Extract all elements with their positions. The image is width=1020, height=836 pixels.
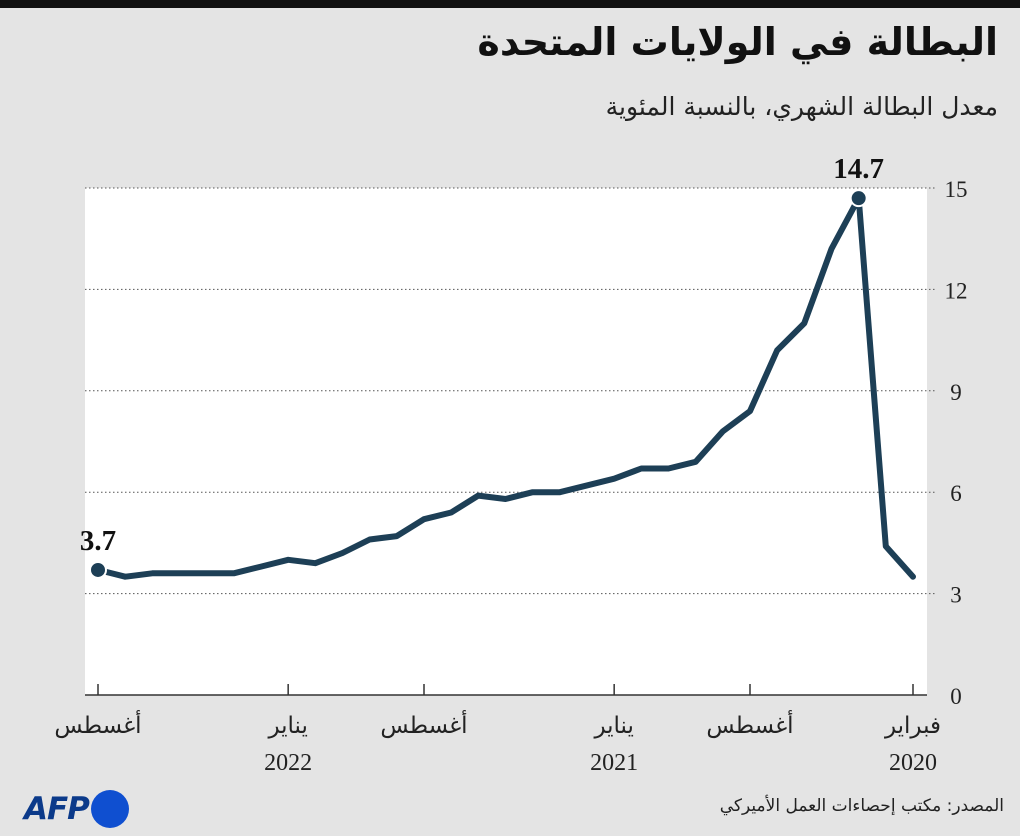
y-tick-label: 12 (945, 278, 968, 303)
x-tick-label: أغسطس (380, 710, 467, 739)
data-point-marker (849, 189, 868, 208)
source-note: المصدر: مكتب إحصاءات العمل الأميركي (719, 796, 1004, 816)
y-tick-label: 3 (950, 583, 962, 608)
data-label: 14.7 (833, 153, 884, 185)
series-line (95, 195, 916, 580)
logo-circle-icon (90, 790, 129, 828)
y-tick-label: 0 (950, 684, 962, 709)
data-point-marker (89, 560, 107, 579)
x-tick-year-label: 2022 (264, 750, 312, 776)
logo-text: AFP (24, 791, 90, 827)
chart-title: البطالة في الولايات المتحدة (477, 20, 998, 64)
chart-subtitle: معدل البطالة الشهري، بالنسبة المئوية (605, 92, 998, 121)
x-tick-label: يناير (593, 713, 633, 739)
y-tick-label: 15 (945, 177, 968, 202)
plot-area (85, 188, 927, 695)
x-tick-label: يناير (267, 713, 307, 739)
y-tick-label: 6 (950, 481, 962, 506)
y-tick-label: 9 (950, 380, 962, 405)
x-tick-year-label: 2021 (590, 750, 638, 776)
afp-logo: AFP (24, 790, 129, 828)
x-tick-year-label: 2020 (889, 750, 937, 776)
data-label: 3.7 (80, 525, 116, 557)
x-tick-label: فبراير (884, 713, 941, 739)
top-bar (0, 0, 1020, 8)
x-tick-label: أغسطس (706, 710, 793, 739)
x-tick-label: أغسطس (54, 710, 141, 739)
